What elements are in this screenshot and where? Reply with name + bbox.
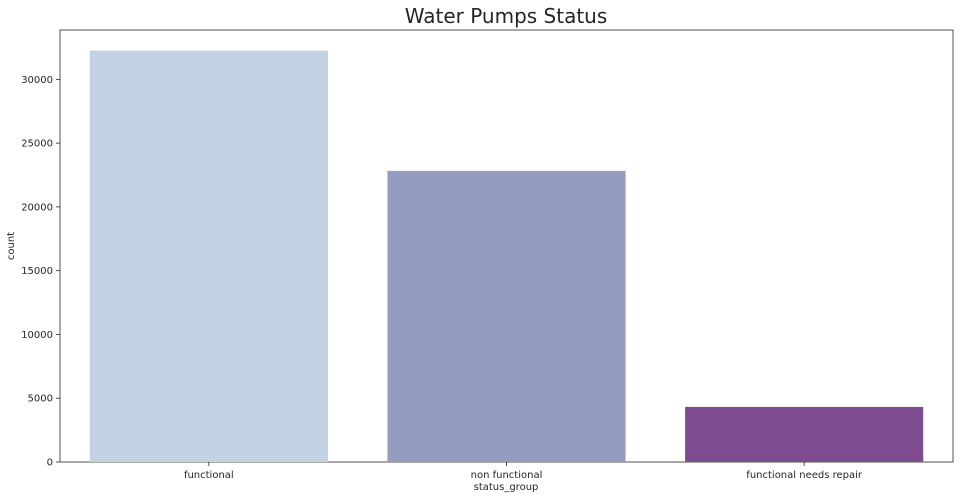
x-tick-label: functional needs repair [746, 470, 863, 481]
x-axis-title: status_group [474, 482, 539, 493]
x-tick-label: functional [184, 470, 234, 481]
y-axis-title: count [6, 232, 17, 260]
y-tick-label: 25000 [21, 139, 53, 150]
x-tick-label: non functional [471, 470, 543, 481]
y-tick-label: 30000 [21, 75, 53, 86]
bar-non-functional [387, 170, 626, 462]
y-tick-label: 15000 [21, 266, 53, 277]
bar-functional-needs-repair [685, 406, 924, 462]
y-tick-label: 20000 [21, 202, 53, 213]
y-tick-label: 0 [47, 458, 53, 469]
y-tick-label: 10000 [21, 330, 53, 341]
chart-title: Water Pumps Status [405, 4, 608, 28]
x-axis-ticks: functional non functional functional needs… [184, 462, 863, 481]
y-axis-ticks: 0 5000 10000 15000 20000 25000 30000 [21, 75, 60, 469]
bars-layer [89, 50, 924, 463]
bar-functional [89, 50, 328, 463]
y-tick-label: 5000 [28, 394, 53, 405]
plot-area: 0 5000 10000 15000 20000 25000 30000 functiona… [21, 29, 954, 481]
